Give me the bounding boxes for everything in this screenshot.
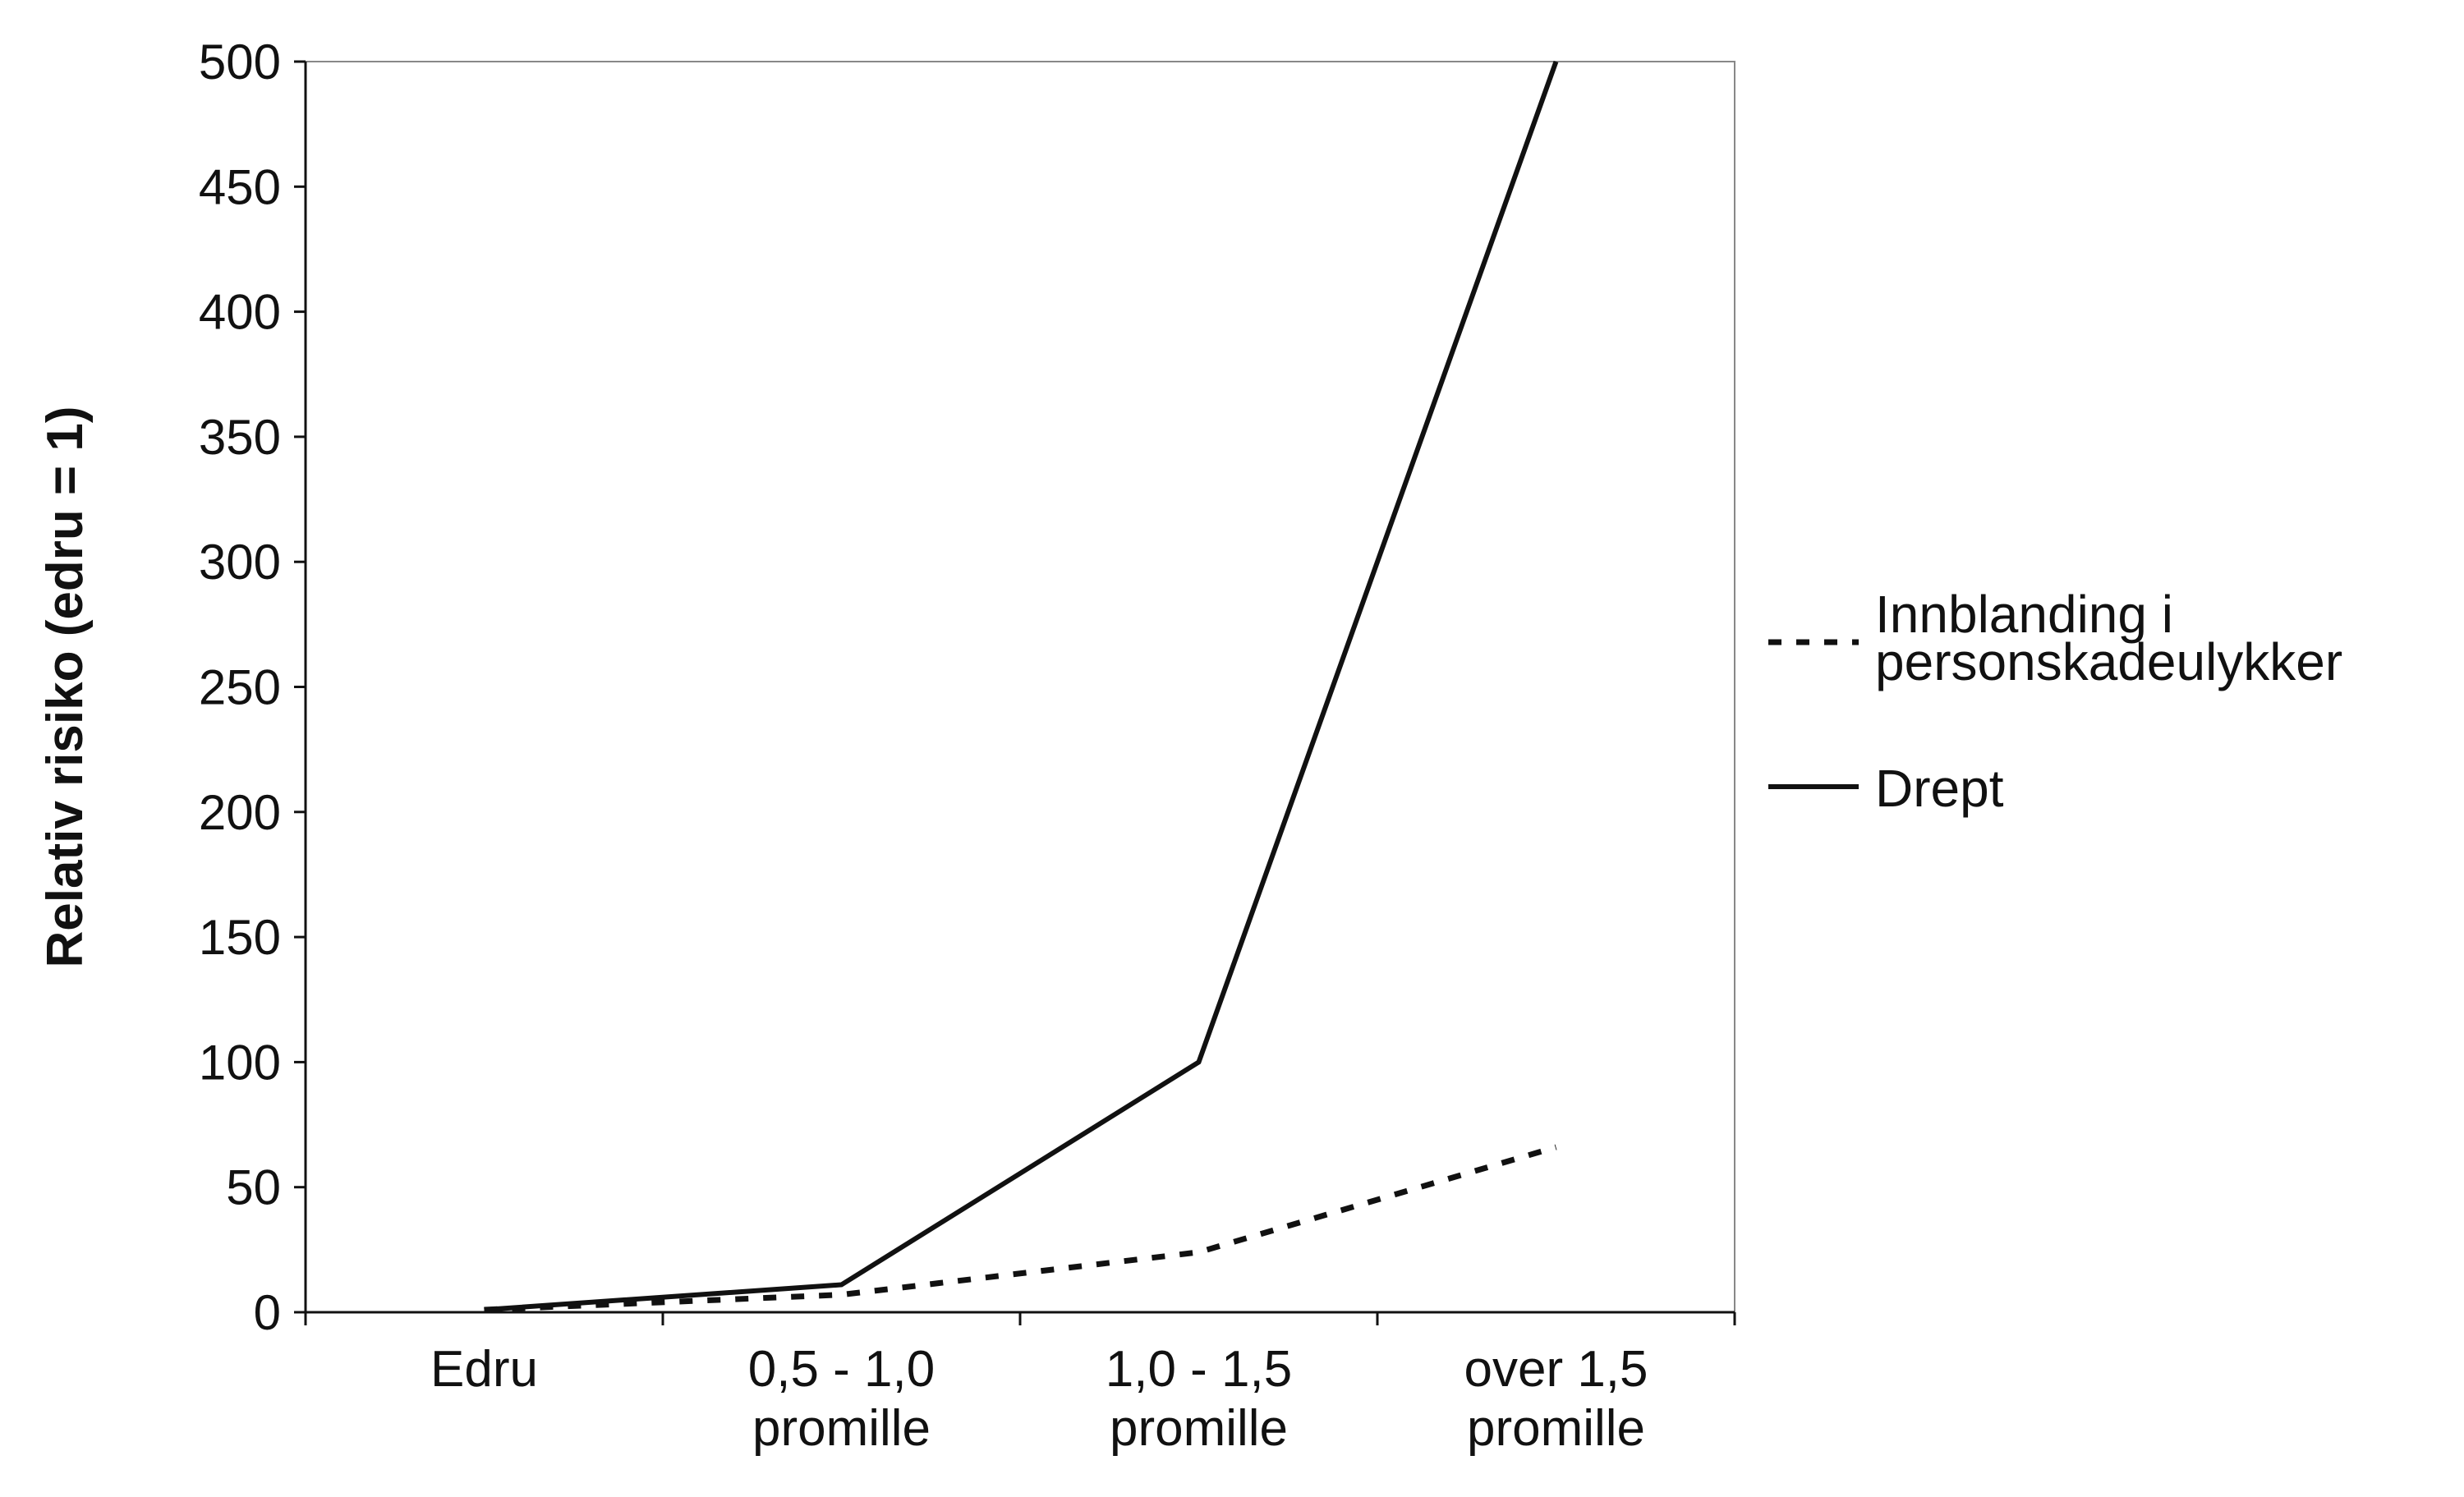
y-axis-title: Relativ risiko (edru = 1) bbox=[37, 406, 94, 968]
legend: Innblanding i personskadeulykker Drept bbox=[1768, 585, 2342, 818]
y-tick-label: 400 bbox=[199, 285, 281, 340]
axes: 0 50 100 150 200 250 300 350 400 450 500 Edru 0,5 - … bbox=[37, 34, 1736, 1457]
plot-border bbox=[305, 61, 1735, 1313]
x-category-label: 1,0 - 1,5 promille bbox=[1106, 1341, 1292, 1457]
y-tick-label: 100 bbox=[199, 1035, 281, 1090]
x-category-label: over 1,5 promille bbox=[1464, 1341, 1648, 1457]
plot-area bbox=[305, 61, 1735, 1313]
legend-label: Drept bbox=[1875, 759, 2004, 818]
series-lines bbox=[484, 60, 1559, 1313]
x-category-label: 0,5 - 1,0 promille bbox=[748, 1341, 935, 1457]
y-tick-label: 350 bbox=[199, 410, 281, 465]
y-tick-label: 150 bbox=[199, 910, 281, 965]
y-tick-label: 500 bbox=[199, 34, 281, 90]
y-tick-label: 450 bbox=[199, 159, 281, 214]
y-tick-label: 0 bbox=[254, 1285, 281, 1340]
x-category-label: Edru bbox=[430, 1341, 538, 1398]
series-line-drept bbox=[484, 60, 1559, 1312]
series-line-innblanding bbox=[484, 1144, 1557, 1313]
y-tick-label: 300 bbox=[199, 535, 281, 590]
legend-label: Innblanding i personskadeulykker bbox=[1875, 585, 2342, 691]
y-tick-label: 50 bbox=[226, 1160, 281, 1215]
y-tick-label: 200 bbox=[199, 785, 281, 840]
y-tick-label: 250 bbox=[199, 660, 281, 715]
